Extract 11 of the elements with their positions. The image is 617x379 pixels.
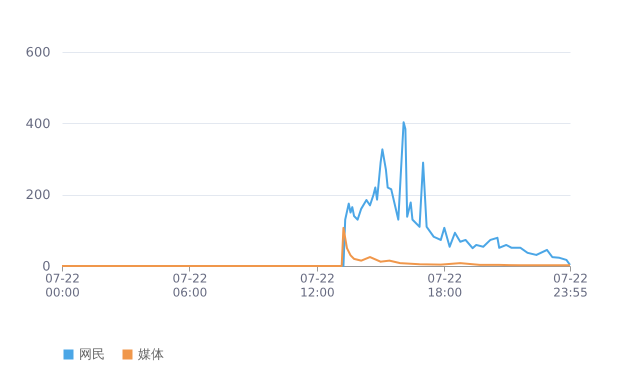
y-tick-label: 400	[26, 116, 50, 132]
x-tick-label: 07-22 06:00	[172, 272, 208, 300]
x-tick-label: 07-22 23:55	[553, 272, 588, 300]
y-tick-label: 200	[26, 188, 50, 204]
x-tick-label: 07-22 18:00	[427, 272, 462, 300]
x-tick-label: 07-22 12:00	[300, 272, 335, 300]
legend-label: 网民	[79, 348, 105, 362]
y-tick-label: 0	[42, 260, 50, 274]
x-tick-label: 07-22 00:00	[45, 272, 80, 300]
y-tick-label: 600	[26, 46, 50, 60]
legend-label: 媒体	[138, 348, 164, 362]
